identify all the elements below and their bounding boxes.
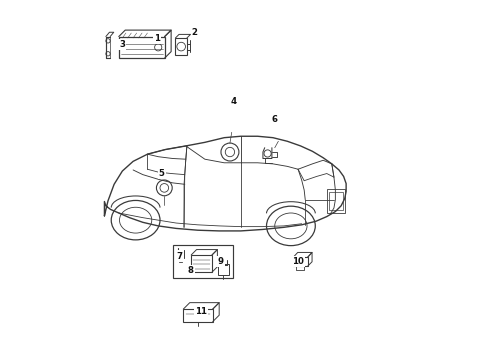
Bar: [329, 192, 343, 211]
Bar: [327, 189, 345, 213]
Bar: [219, 264, 228, 275]
Text: 11: 11: [195, 307, 207, 316]
Text: 10: 10: [292, 257, 304, 266]
Circle shape: [225, 147, 235, 157]
Bar: [172, 244, 233, 278]
Text: 2: 2: [192, 28, 198, 37]
Bar: [191, 255, 212, 272]
Circle shape: [106, 39, 110, 43]
Ellipse shape: [120, 207, 152, 233]
Bar: [294, 257, 308, 266]
Bar: [179, 257, 182, 262]
Text: 8: 8: [188, 266, 194, 275]
Circle shape: [106, 51, 110, 56]
Bar: [183, 309, 213, 321]
Ellipse shape: [111, 201, 160, 240]
Bar: [119, 37, 165, 58]
Text: 1: 1: [154, 34, 160, 43]
Bar: [177, 250, 184, 258]
Text: 6: 6: [271, 115, 277, 124]
Ellipse shape: [275, 213, 307, 239]
Circle shape: [160, 184, 169, 192]
Circle shape: [156, 180, 172, 196]
Circle shape: [221, 143, 239, 161]
Circle shape: [264, 150, 271, 157]
Text: 5: 5: [159, 169, 165, 178]
Text: 7: 7: [177, 252, 183, 261]
Text: 3: 3: [120, 40, 125, 49]
Ellipse shape: [267, 206, 315, 246]
Circle shape: [155, 44, 162, 51]
Text: 4: 4: [230, 97, 237, 106]
Circle shape: [177, 42, 186, 51]
Bar: [175, 38, 187, 55]
Text: 9: 9: [218, 257, 223, 266]
